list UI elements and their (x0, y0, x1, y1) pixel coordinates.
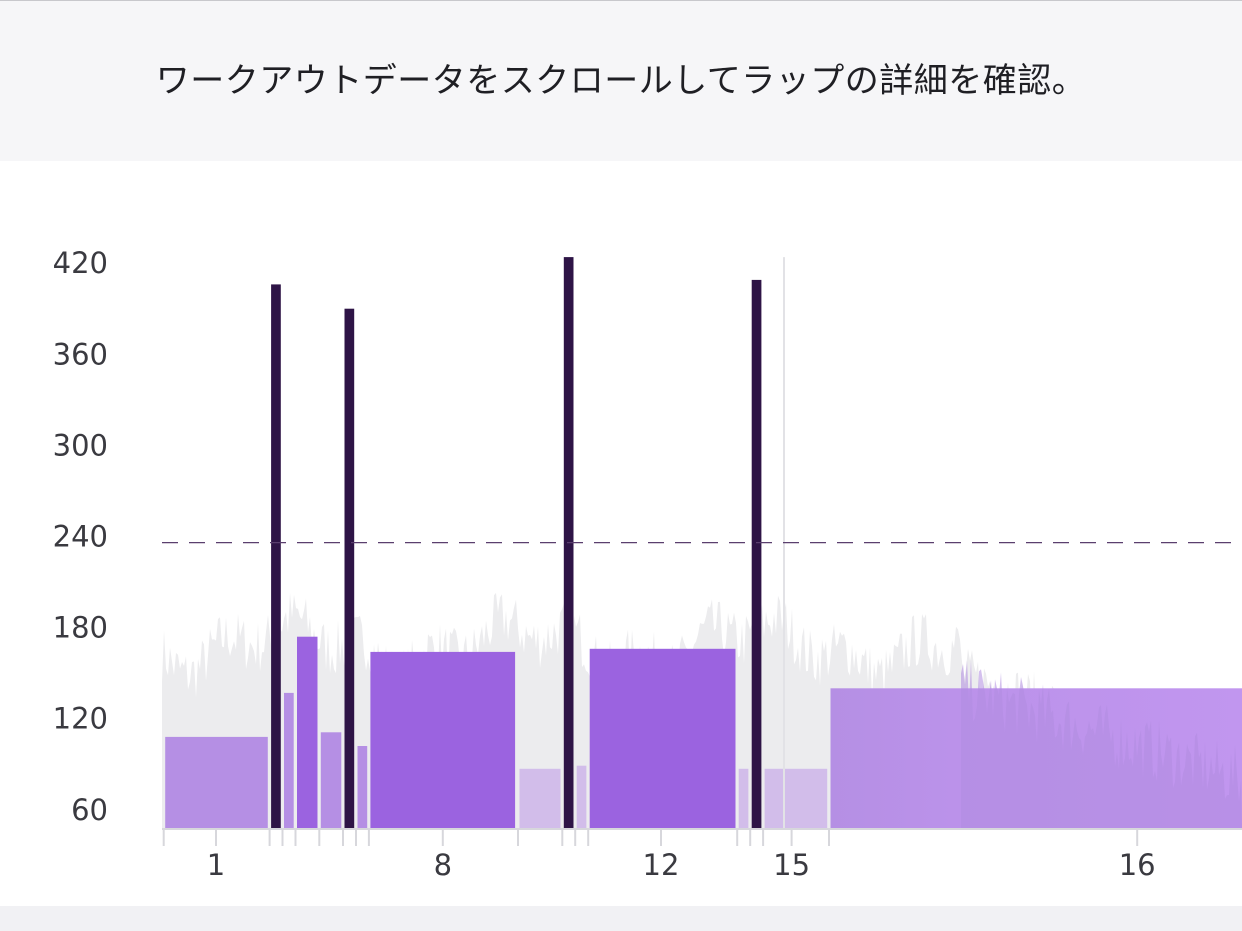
lap-bar-3[interactable] (284, 692, 294, 828)
x-tick-label: 12 (643, 848, 680, 882)
lap-bar-11[interactable] (576, 765, 587, 828)
lap-chart-container[interactable]: 60 120 180 240 300 360 420 1 8 12 15 16 (0, 161, 1242, 906)
last-lap-trace (961, 659, 1242, 828)
y-tick-label: 60 (71, 793, 108, 827)
lap-bar-7[interactable] (357, 746, 368, 828)
y-tick-label: 180 (53, 611, 108, 645)
lap-bar-14[interactable] (751, 279, 762, 828)
y-tick-label: 240 (53, 520, 108, 554)
x-tick-label: 15 (773, 848, 810, 882)
y-tick-label: 120 (53, 702, 108, 736)
lap-chart[interactable]: 60 120 180 240 300 360 420 1 8 12 15 16 (0, 161, 1242, 906)
lap-bar-9[interactable] (519, 768, 561, 828)
lap-bar-8[interactable] (370, 651, 516, 828)
lap-bar-12[interactable] (589, 648, 736, 828)
lap-bar-1[interactable] (165, 736, 268, 828)
lap-bar-4[interactable] (297, 636, 318, 828)
y-tick-label: 300 (53, 428, 108, 462)
lap-bar-2[interactable] (271, 284, 281, 828)
lap-bar-6[interactable] (344, 308, 355, 828)
y-axis: 60 120 180 240 300 360 420 (53, 246, 108, 827)
x-tick-label: 8 (434, 848, 452, 882)
instruction-header: ワークアウトデータをスクロールしてラップの詳細を確認。 (0, 1, 1242, 161)
x-tick-label: 16 (1119, 848, 1156, 882)
lap-bar-5[interactable] (320, 732, 342, 828)
top-divider (0, 0, 1242, 1)
instruction-text: ワークアウトデータをスクロールしてラップの詳細を確認。 (155, 61, 1087, 101)
y-tick-label: 420 (53, 246, 108, 280)
lap-bar-13[interactable] (738, 768, 749, 828)
lap-bar-15[interactable] (764, 768, 828, 828)
y-tick-label: 360 (53, 337, 108, 371)
x-axis: 1 8 12 15 16 (162, 828, 1242, 882)
footer-bar (0, 906, 1242, 931)
x-tick-label: 1 (207, 848, 225, 882)
